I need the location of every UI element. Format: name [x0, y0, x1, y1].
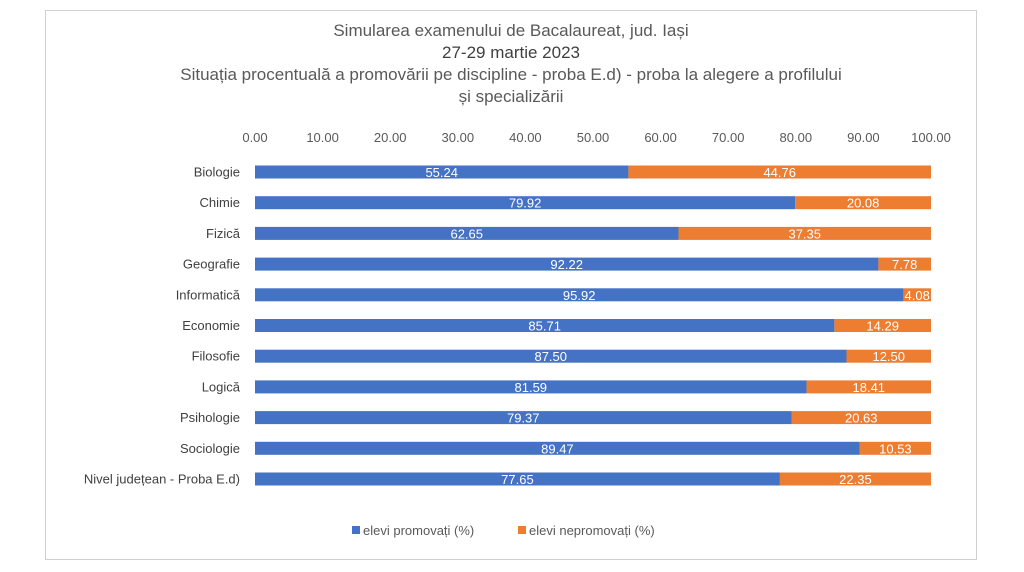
x-tick-label: 40.00 [509, 130, 542, 145]
data-label: 77.65 [501, 472, 534, 487]
data-label: 62.65 [450, 226, 483, 241]
data-label: 87.50 [534, 349, 567, 364]
bar-nepromovati [779, 472, 931, 486]
bar-nepromovati [628, 165, 931, 179]
chart-title: Simularea examenului de Bacalaureat, jud… [45, 20, 977, 108]
data-label: 22.35 [839, 472, 872, 487]
bar-promovati [255, 441, 860, 455]
title-line-1: Simularea examenului de Bacalaureat, jud… [333, 21, 689, 40]
legend: elevi promovați (%) elevi nepromovați (%) [352, 523, 655, 538]
data-label: 20.08 [847, 196, 880, 211]
bar-nepromovati [903, 288, 931, 302]
x-tick-label: 70.00 [712, 130, 745, 145]
category-label: Fizică [206, 226, 241, 241]
bar-promovati [255, 472, 780, 486]
category-label: Psihologie [180, 410, 240, 425]
bar-promovati [255, 288, 904, 302]
data-label: 85.71 [528, 319, 561, 334]
data-label: 4.08 [905, 288, 930, 303]
data-label: 7.78 [892, 257, 917, 272]
legend-promovati-swatch [352, 526, 360, 534]
bar-nepromovati [834, 319, 931, 332]
bar-nepromovati [846, 349, 931, 363]
bar-promovati [255, 319, 835, 332]
data-label: 18.41 [853, 380, 886, 395]
data-label: 12.50 [872, 349, 905, 364]
bar-nepromovati [878, 257, 931, 271]
bar-nepromovati [791, 411, 931, 425]
x-tick-label: 100.00 [911, 130, 951, 145]
bar-nepromovati [806, 380, 931, 394]
bar-nepromovati [859, 441, 931, 455]
data-label: 92.22 [550, 257, 583, 272]
category-label: Informatică [176, 287, 241, 302]
data-label: 81.59 [515, 380, 548, 395]
data-label: 37.35 [788, 226, 821, 241]
data-label: 10.53 [879, 441, 912, 456]
title-line-3: Situația procentuală a promovării pe dis… [180, 65, 842, 84]
category-label: Geografie [183, 257, 240, 272]
x-tick-label: 50.00 [577, 130, 610, 145]
bar-nepromovati [795, 196, 931, 210]
bar-promovati [255, 349, 847, 363]
data-label: 79.37 [507, 411, 540, 426]
bar-promovati [255, 196, 796, 210]
x-tick-label: 80.00 [780, 130, 813, 145]
chart-frame [45, 10, 977, 560]
x-tick-label: 10.00 [306, 130, 339, 145]
bars: 55.24 44.76 79.92 20.08 62.65 37.35 92.22 7.78 9… [255, 165, 931, 487]
legend-promovati-label: elevi promovați (%) [363, 523, 474, 538]
bar-promovati [255, 226, 679, 240]
bar-promovati [255, 257, 879, 271]
x-tick-label: 60.00 [644, 130, 677, 145]
legend-nepromovati-label: elevi nepromovați (%) [529, 523, 655, 538]
data-label: 14.29 [866, 319, 899, 334]
x-tick-label: 90.00 [847, 130, 880, 145]
data-label: 55.24 [425, 165, 458, 180]
category-label: Filosofie [192, 349, 240, 364]
category-label: Nivel județean - Proba E.d) [84, 472, 240, 487]
category-labels: Biologie Chimie Fizică Geografie Informatică… [84, 165, 241, 487]
category-label: Chimie [200, 195, 240, 210]
data-label: 95.92 [563, 288, 596, 303]
data-label: 79.92 [509, 196, 542, 211]
bar-promovati [255, 380, 807, 394]
data-label: 44.76 [763, 165, 796, 180]
category-label: Logică [202, 379, 241, 394]
bar-promovati [255, 165, 629, 179]
title-line-4: și specializării [458, 87, 564, 106]
title-line-2: 27-29 martie 2023 [442, 43, 580, 62]
category-label: Economie [182, 318, 240, 333]
bar-nepromovati [678, 226, 931, 240]
data-label: 20.63 [845, 411, 878, 426]
legend-nepromovati-swatch [518, 526, 526, 534]
category-label: Biologie [194, 165, 240, 180]
x-tick-label: 0.00 [242, 130, 267, 145]
bar-promovati [255, 411, 792, 425]
x-axis-ticks: 0.00 10.00 20.00 30.00 40.00 50.00 60.00 70.00 8… [242, 130, 951, 145]
x-tick-label: 30.00 [442, 130, 475, 145]
data-label: 89.47 [541, 441, 574, 456]
x-tick-label: 20.00 [374, 130, 407, 145]
category-label: Sociologie [180, 441, 240, 456]
